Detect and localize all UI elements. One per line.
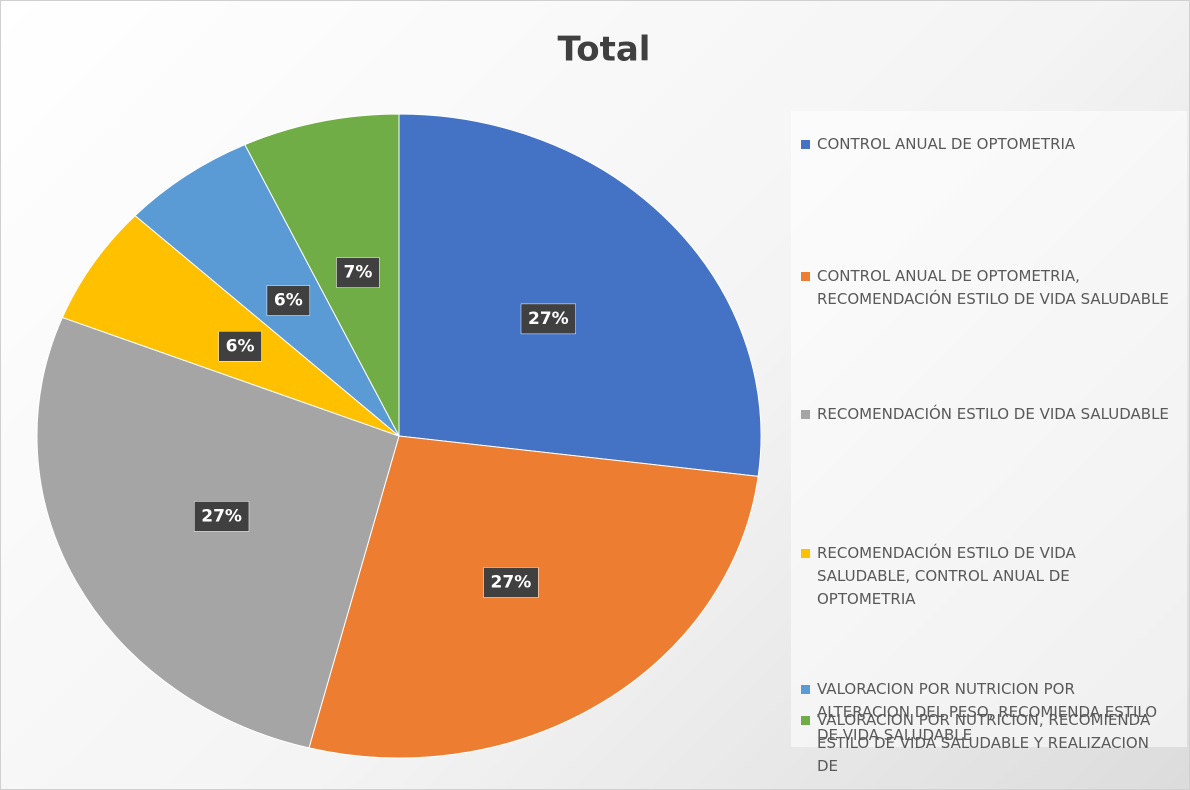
data-label-text: 27% — [201, 506, 242, 526]
legend-swatch — [801, 272, 810, 281]
data-label: 7% — [336, 257, 380, 288]
chart-title: Total — [558, 30, 651, 70]
data-label: 6% — [266, 285, 311, 316]
legend-swatch — [801, 685, 810, 694]
data-label: 27% — [483, 567, 539, 598]
legend-label: CONTROL ANUAL DE OPTOMETRIA — [817, 135, 1076, 153]
legend-item: VALORACION POR NUTRICION, RECOMIENDA EST… — [801, 709, 1171, 778]
legend-label: RECOMENDACIÓN ESTILO DE VIDA SALUDABLE, … — [817, 544, 1076, 608]
data-label: 27% — [520, 303, 576, 335]
legend-swatch — [801, 140, 810, 149]
legend-swatch — [801, 716, 810, 725]
legend-item: VALORACION POR NUTRICION POR ALTERACION … — [801, 678, 1171, 747]
data-label-box — [193, 501, 250, 532]
data-label-box — [483, 567, 539, 598]
data-label-box — [336, 257, 380, 288]
data-label-text: 6% — [226, 336, 255, 356]
data-label-box — [520, 303, 576, 335]
data-label-text: 27% — [491, 572, 532, 592]
legend: CONTROL ANUAL DE OPTOMETRIA CONTROL ANUAL… — [791, 111, 1187, 775]
pie-slice — [244, 113, 400, 437]
legend-label: VALORACION POR NUTRICION POR ALTERACION … — [817, 680, 1158, 744]
data-label-text: 6% — [274, 291, 303, 311]
data-label-box — [266, 285, 311, 316]
data-label: 6% — [218, 331, 262, 362]
legend-swatch — [801, 410, 810, 419]
legend-item: RECOMENDACIÓN ESTILO DE VIDA SALUDABLE, … — [801, 542, 1171, 611]
legend-item: RECOMENDACIÓN ESTILO DE VIDA SALUDABLE — [801, 403, 1171, 426]
pie-slice — [398, 113, 762, 477]
legend-label: RECOMENDACIÓN ESTILO DE VIDA SALUDABLE — [817, 405, 1169, 423]
legend-item: CONTROL ANUAL DE OPTOMETRIA, RECOMENDACI… — [801, 265, 1171, 311]
legend-label: CONTROL ANUAL DE OPTOMETRIA, RECOMENDACI… — [817, 267, 1169, 308]
pie-slice — [36, 316, 400, 749]
legend-item: CONTROL ANUAL DE OPTOMETRIA — [801, 133, 1171, 156]
data-label-text: 27% — [528, 309, 569, 329]
legend-label: VALORACION POR NUTRICION, RECOMIENDA EST… — [817, 711, 1151, 775]
data-label-box — [218, 331, 262, 362]
data-label-text: 7% — [343, 263, 372, 283]
pie-slice — [61, 214, 400, 437]
data-label: 27% — [193, 501, 250, 532]
legend-swatch — [801, 549, 810, 558]
